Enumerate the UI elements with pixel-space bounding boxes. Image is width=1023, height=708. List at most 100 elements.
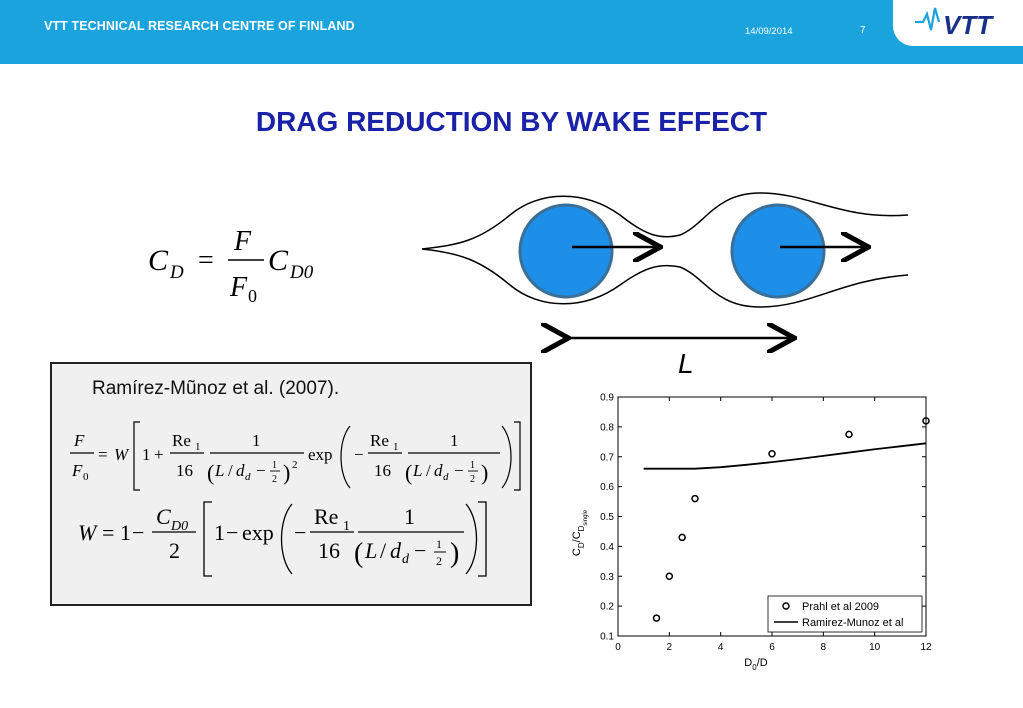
eq2-minus3: − bbox=[294, 520, 306, 545]
eq2-lbracket bbox=[203, 501, 212, 577]
eq1-one: 1 bbox=[142, 445, 151, 464]
data-point-prahl bbox=[691, 494, 699, 503]
logo-text: VTT bbox=[943, 10, 994, 40]
y-tick-label: 0.3 bbox=[600, 572, 614, 583]
eq1-slash2: / bbox=[426, 461, 431, 480]
eq2-rbracket bbox=[478, 501, 487, 577]
equation-1: F F 0 = W 1 + Re 1 16 1 ( L / d d − 1 2 … bbox=[70, 421, 521, 491]
slide-date: 14/09/2014 bbox=[745, 26, 793, 37]
eq1-F0-sub: 0 bbox=[83, 471, 89, 483]
logo-wave-icon bbox=[915, 7, 941, 31]
eq1-exp-lparen bbox=[340, 425, 351, 489]
reference-box: Ramírez-Mũnoz et al. (2007). F F 0 = W 1… bbox=[50, 362, 532, 606]
eq1-d2: d bbox=[434, 461, 443, 480]
eq-denominator: F bbox=[229, 272, 248, 303]
legend-label-prahl: Prahl et al 2009 bbox=[802, 601, 879, 613]
eq2-W: W bbox=[78, 520, 98, 545]
page-number: 7 bbox=[860, 25, 866, 36]
eq1-half-num2: 1 bbox=[470, 460, 475, 471]
legend-marker-prahl bbox=[782, 602, 790, 610]
citation-text: Ramírez-Mũnoz et al. (2007). bbox=[92, 378, 340, 399]
eq1-half-den: 2 bbox=[272, 474, 277, 485]
eq2-exp: exp bbox=[242, 520, 274, 545]
sphere-front bbox=[518, 203, 614, 299]
eq1-minus2: − bbox=[354, 445, 364, 464]
eq2-d: d bbox=[390, 538, 402, 563]
eq1-16b: 16 bbox=[374, 461, 391, 480]
logo-tab: VTT bbox=[893, 0, 1023, 46]
eq2-exp-lparen bbox=[280, 503, 293, 575]
eq1-half-den2: 2 bbox=[470, 474, 475, 485]
eq-rhs: C bbox=[268, 244, 289, 277]
eq1-Re-sub: 1 bbox=[195, 441, 201, 453]
data-point-prahl bbox=[665, 572, 674, 580]
data-point-prahl bbox=[678, 533, 686, 542]
drag-coefficient-equation: C D = F F 0 C D0 bbox=[148, 226, 314, 306]
eq1-exp: exp bbox=[308, 445, 333, 464]
data-point-prahl bbox=[768, 450, 776, 458]
y-tick-label: 0.5 bbox=[600, 512, 614, 523]
eq2-Re-sub: 1 bbox=[343, 519, 350, 534]
eq1-plus: + bbox=[154, 445, 164, 464]
eq2-equals: = bbox=[102, 520, 114, 545]
eq1-W: W bbox=[114, 445, 130, 464]
eq2-d-sub: d bbox=[402, 552, 410, 567]
eq1-one-num2: 1 bbox=[450, 431, 459, 450]
y-tick-label: 0.4 bbox=[600, 542, 614, 553]
eq1-lparen2: ( bbox=[405, 460, 412, 485]
eq2-rparen: ) bbox=[450, 538, 459, 569]
eq-numerator: F bbox=[233, 226, 252, 257]
wake-outline-upper bbox=[421, 192, 909, 250]
eq2-one-num: 1 bbox=[404, 504, 415, 529]
eq1-rparen2: ) bbox=[481, 460, 488, 485]
eq2-C-sub: D0 bbox=[170, 519, 188, 534]
eq2-minus: − bbox=[132, 520, 144, 545]
eq1-minus3: − bbox=[454, 461, 464, 480]
series-line-ramirez bbox=[643, 442, 927, 470]
x-axis-ticks: 0 2 4 6 8 10 12 bbox=[615, 397, 932, 653]
eq-equals: = bbox=[198, 245, 214, 276]
eq1-exp-rparen bbox=[501, 425, 512, 489]
eq-rhs-sub: D0 bbox=[289, 262, 314, 283]
y-tick-label: 0.2 bbox=[600, 602, 614, 613]
y-axis-label: CD/CDsingle bbox=[571, 509, 589, 556]
eq2-lparen: ( bbox=[354, 538, 363, 569]
legend-label-ramirez: Ramirez-Munoz et al bbox=[802, 617, 903, 629]
eq1-16: 16 bbox=[176, 461, 193, 480]
data-point-prahl bbox=[652, 614, 661, 622]
eq2-two: 2 bbox=[169, 538, 180, 563]
eq2-one: 1 bbox=[120, 520, 131, 545]
eq2-Re: Re bbox=[314, 504, 338, 529]
x-axis-label: D0/D bbox=[744, 657, 767, 672]
eq1-Re: Re bbox=[172, 431, 191, 450]
x-tick-label: 6 bbox=[769, 642, 775, 653]
slide-title: DRAG REDUCTION BY WAKE EFFECT bbox=[255, 106, 768, 137]
eq2-one2: 1 bbox=[214, 520, 225, 545]
eq2-exp-rparen bbox=[465, 503, 478, 575]
y-tick-label: 0.7 bbox=[600, 452, 614, 463]
eq-denominator-sub: 0 bbox=[248, 286, 257, 306]
eq1-F0: F bbox=[71, 461, 83, 480]
legend-box bbox=[767, 595, 923, 633]
reference-equations: F F 0 = W 1 + Re 1 16 1 ( L / d d − 1 2 … bbox=[70, 421, 521, 577]
eq1-L2: L bbox=[412, 461, 422, 480]
eq1-lbracket bbox=[133, 421, 140, 491]
y-tick-label: 0.1 bbox=[600, 632, 614, 643]
eq-lhs: C bbox=[148, 244, 169, 277]
x-tick-label: 2 bbox=[667, 642, 673, 653]
eq2-minus4: − bbox=[414, 538, 426, 563]
header-bar: VTT TECHNICAL RESEARCH CENTRE OF FINLAND… bbox=[0, 0, 1023, 64]
eq1-d-sub: d bbox=[245, 471, 251, 483]
eq1-equals: = bbox=[98, 445, 108, 464]
eq2-L: L bbox=[364, 538, 377, 563]
eq1-Re2-sub: 1 bbox=[393, 441, 399, 453]
wake-diagram: L bbox=[421, 192, 909, 379]
eq2-half-den: 2 bbox=[436, 554, 442, 568]
eq2-16: 16 bbox=[318, 538, 340, 563]
eq2-slash: / bbox=[380, 538, 387, 563]
y-tick-label: 0.6 bbox=[600, 482, 614, 493]
eq1-Re2: Re bbox=[370, 431, 389, 450]
data-point-prahl bbox=[845, 430, 853, 439]
eq1-lparen: ( bbox=[207, 460, 214, 485]
y-tick-label: 0.8 bbox=[600, 422, 614, 433]
